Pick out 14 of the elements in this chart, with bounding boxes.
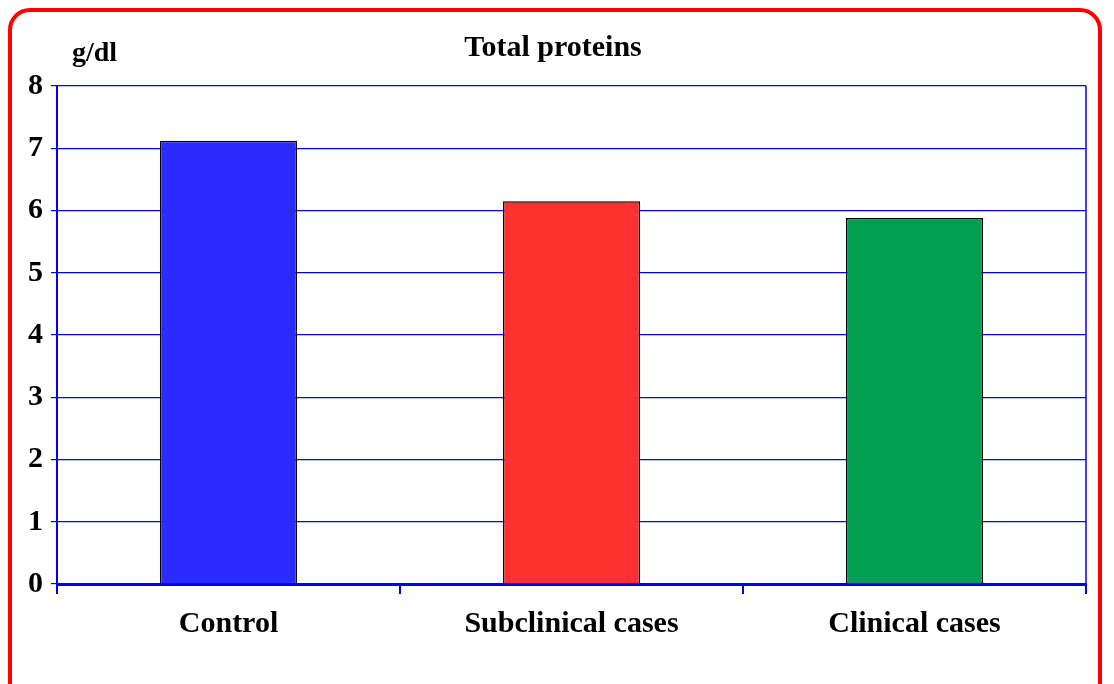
y-tick-label: 0 [28,564,43,598]
x-tick-label: Control [178,604,279,638]
chart-title: Total proteins [464,28,642,62]
y-tick-label: 4 [28,315,43,349]
y-tick-label: 6 [28,191,43,225]
y-tick-label: 7 [28,129,43,162]
x-tick-label: Subclinical cases [464,604,679,638]
y-tick-label: 1 [28,502,43,536]
x-tick-label: Clinical cases [828,604,1001,638]
y-tick-label: 3 [28,378,43,411]
y-tick-label: 2 [28,440,43,474]
y-axis-title: g/dl [72,36,118,68]
y-tick-label: 8 [28,66,43,100]
y-tick-label: 5 [28,253,43,287]
